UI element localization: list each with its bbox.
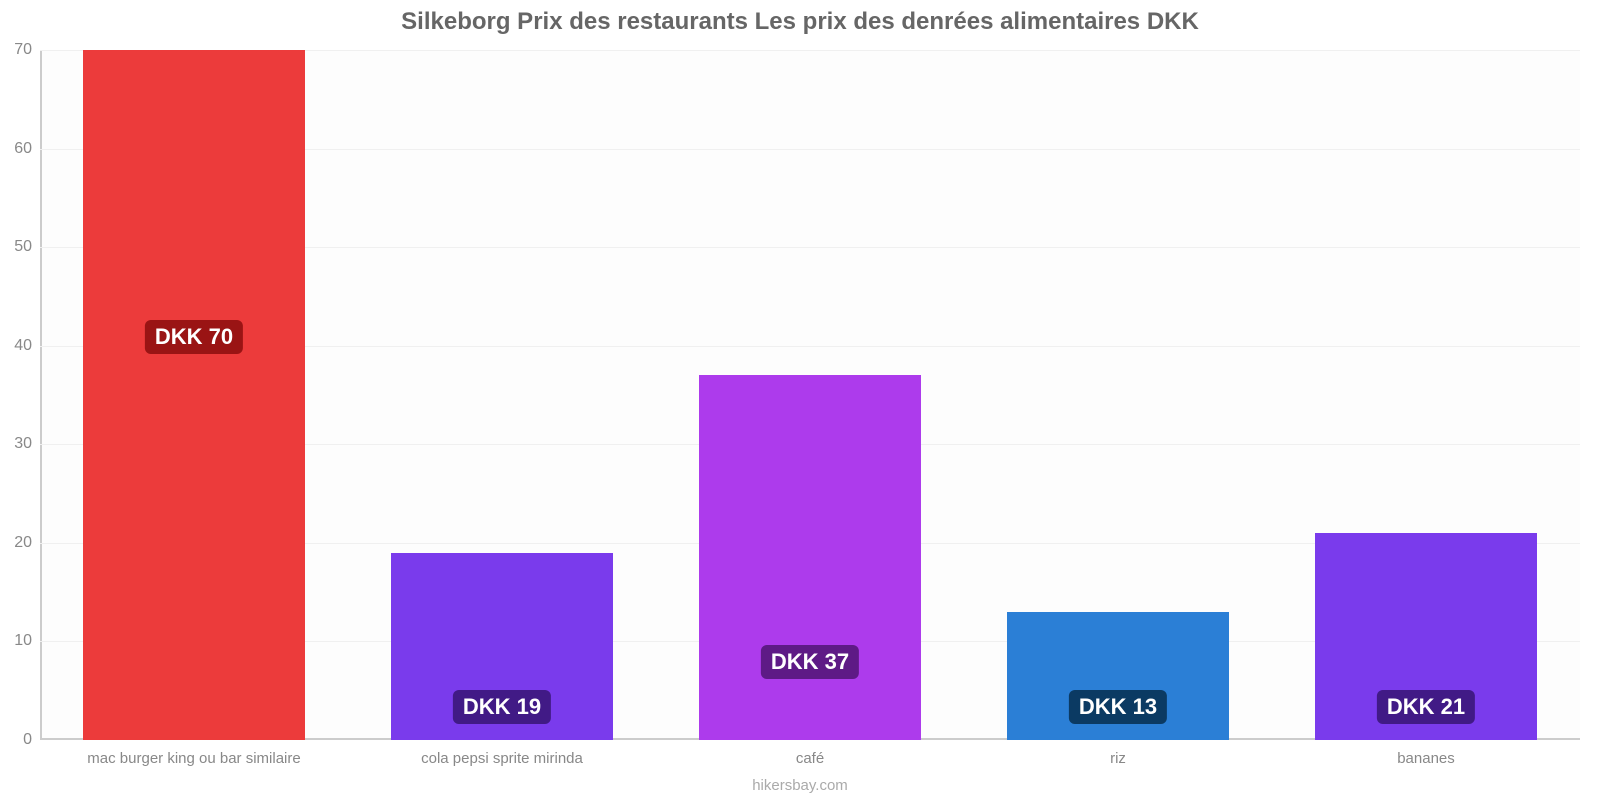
bar-value-label: DKK 19 — [453, 690, 551, 724]
x-tick-label: café — [796, 740, 824, 767]
bar-value-label: DKK 70 — [145, 320, 243, 354]
bar-value-label: DKK 37 — [761, 645, 859, 679]
y-tick-label: 60 — [14, 140, 40, 158]
bar — [83, 50, 305, 740]
y-tick-label: 10 — [14, 632, 40, 650]
y-tick-label: 40 — [14, 337, 40, 355]
chart-container: Silkeborg Prix des restaurants Les prix … — [0, 0, 1600, 800]
x-tick-label: riz — [1110, 740, 1126, 767]
bar — [699, 375, 921, 740]
bar-value-label: DKK 13 — [1069, 690, 1167, 724]
x-tick-label: mac burger king ou bar similaire — [87, 740, 300, 767]
chart-title: Silkeborg Prix des restaurants Les prix … — [0, 0, 1600, 36]
y-tick-label: 0 — [23, 731, 40, 749]
x-tick-label: bananes — [1397, 740, 1455, 767]
y-tick-label: 50 — [14, 238, 40, 256]
y-tick-label: 20 — [14, 534, 40, 552]
y-tick-label: 30 — [14, 435, 40, 453]
bar-value-label: DKK 21 — [1377, 690, 1475, 724]
plot-area: 010203040506070DKK 70mac burger king ou … — [40, 50, 1580, 740]
y-tick-label: 70 — [14, 41, 40, 59]
x-tick-label: cola pepsi sprite mirinda — [421, 740, 583, 767]
y-axis-line — [40, 50, 42, 740]
footer-credit: hikersbay.com — [0, 777, 1600, 794]
